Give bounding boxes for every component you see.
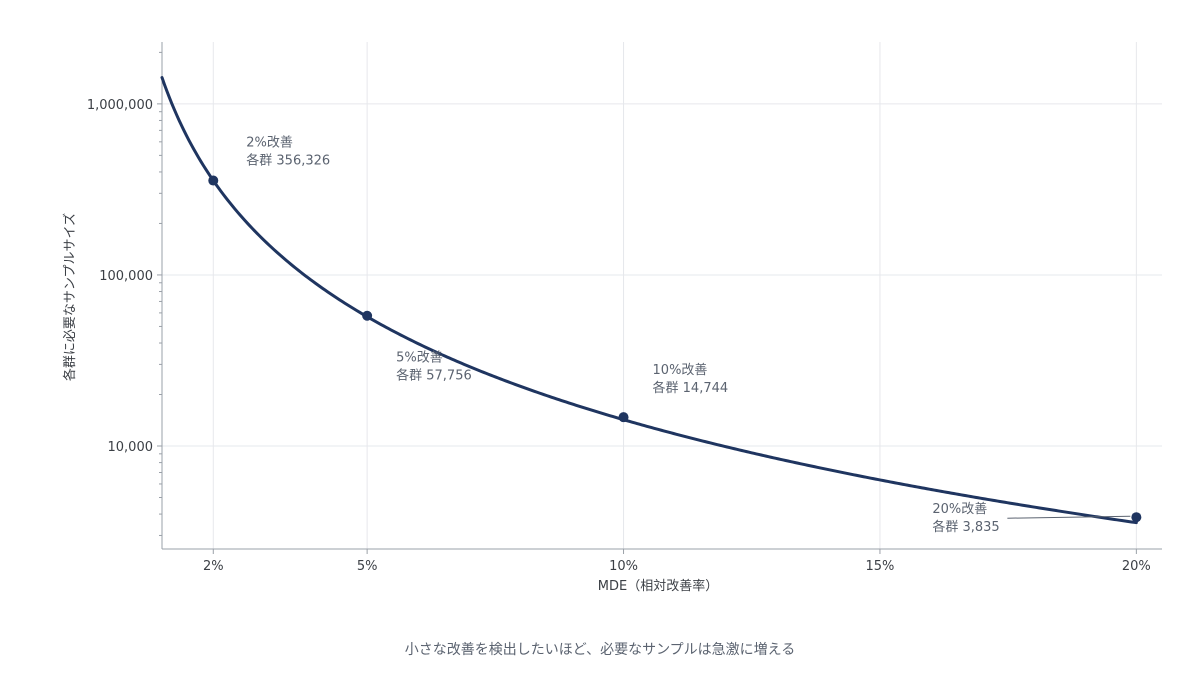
y-axis-ticks: 10,000 100,000 1,000,000 — [87, 51, 162, 536]
axes — [161, 42, 1162, 550]
x-tick-label: 10% — [609, 559, 638, 574]
annotation-label: 10%改善 — [653, 362, 708, 378]
annotation-value: 各群 356,326 — [246, 153, 330, 169]
x-tick-label: 2% — [203, 559, 224, 574]
y-axis-title: 各群に必要なサンプルサイズ — [62, 213, 78, 381]
series-layer — [160, 76, 1142, 525]
grid-lines — [162, 42, 1162, 549]
x-axis-title: MDE（相対改善率） — [598, 578, 718, 594]
y-tick-label: 10,000 — [108, 440, 154, 455]
x-axis-ticks: 2% 5% 10% 15% 20% — [203, 549, 1151, 574]
x-tick-label: 15% — [865, 559, 894, 574]
data-point — [362, 310, 373, 321]
chart-caption: 小さな改善を検出したいほど、必要なサンプルは急激に増える — [405, 641, 795, 658]
data-point — [208, 175, 219, 186]
y-tick-label: 1,000,000 — [87, 98, 153, 113]
x-tick-label: 20% — [1122, 559, 1151, 574]
annotation-value: 各群 14,744 — [653, 380, 729, 396]
data-point — [618, 412, 629, 423]
data-point — [1131, 512, 1142, 523]
annotation-label: 20%改善 — [932, 501, 987, 517]
annotation-label: 2%改善 — [246, 135, 293, 151]
annotation-label: 5%改善 — [396, 350, 443, 366]
annotation-leader-line — [1007, 515, 1131, 519]
annotation-value: 各群 3,835 — [932, 519, 999, 535]
annotation-value: 各群 57,756 — [396, 368, 472, 384]
x-tick-label: 5% — [357, 559, 378, 574]
series-line — [160, 76, 1138, 525]
y-tick-label: 100,000 — [99, 269, 153, 284]
